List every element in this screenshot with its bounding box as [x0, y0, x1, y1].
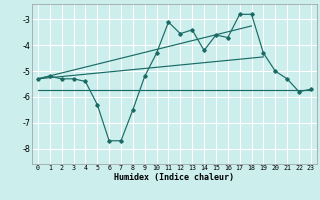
X-axis label: Humidex (Indice chaleur): Humidex (Indice chaleur) — [115, 173, 234, 182]
